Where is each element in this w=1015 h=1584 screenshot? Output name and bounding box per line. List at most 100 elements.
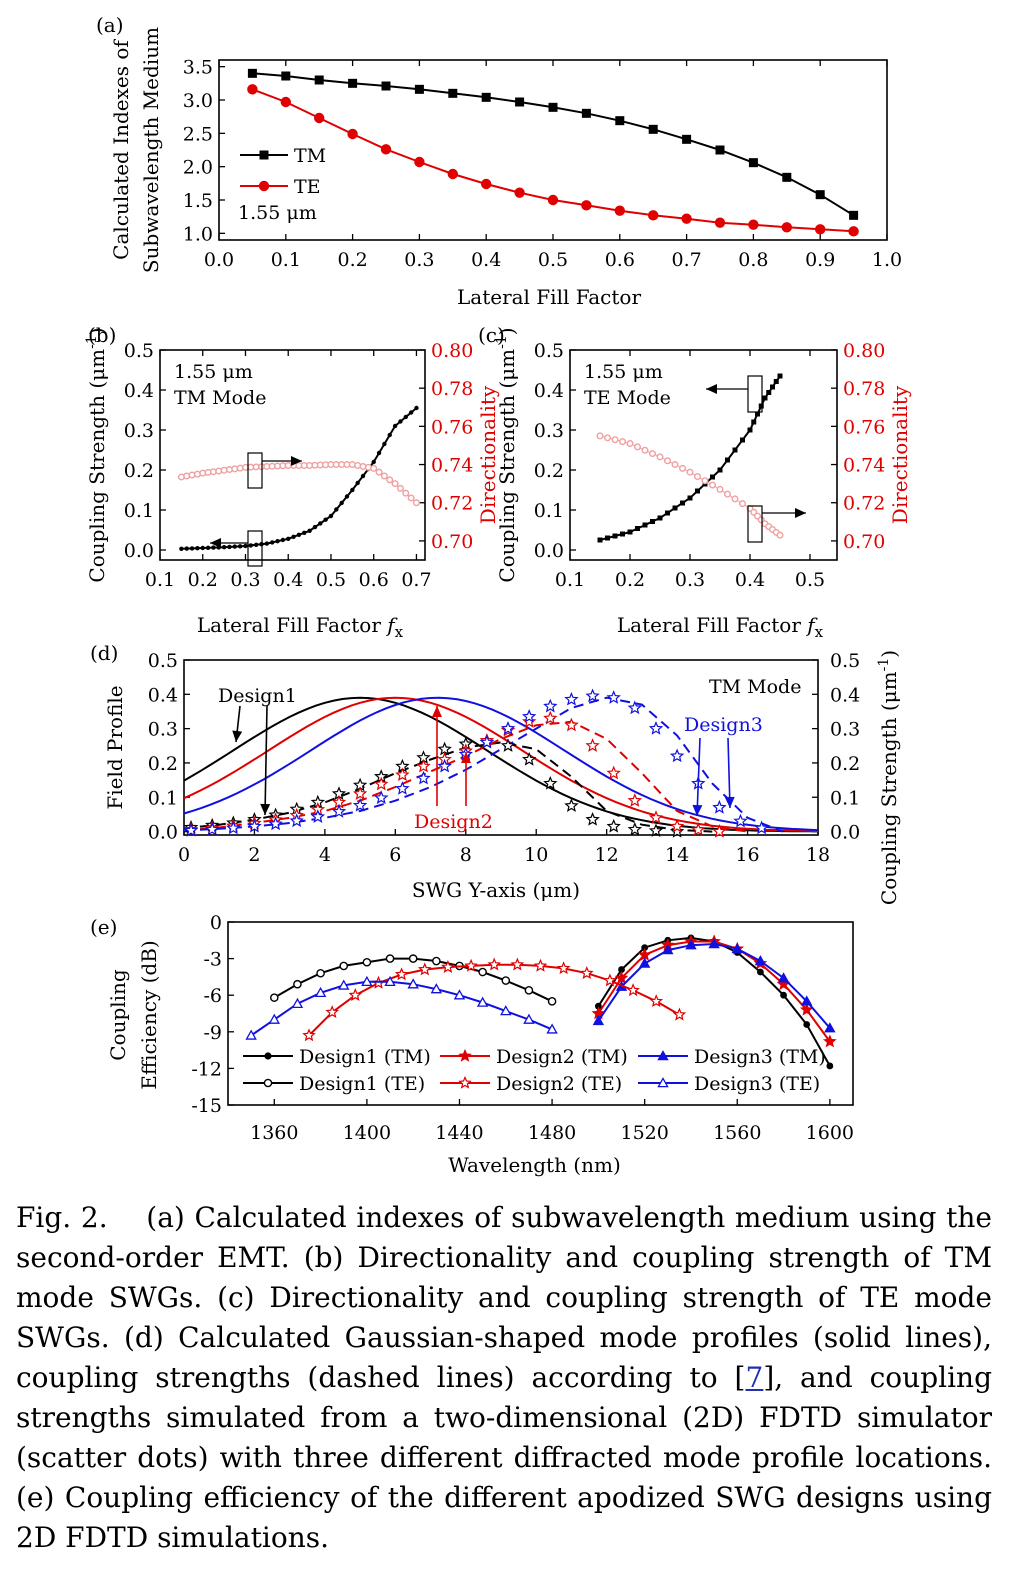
y-axis-title-text: Coupling Strength (μm — [495, 349, 519, 583]
series-TE — [247, 84, 859, 237]
data-point-right — [739, 500, 747, 508]
series-line-right — [599, 435, 781, 536]
data-point-left — [387, 432, 392, 438]
fdtd-data-point — [289, 813, 304, 828]
data-point-TE — [380, 144, 392, 155]
data-point-right — [776, 531, 784, 539]
data-point-right — [701, 477, 709, 485]
data-point-TE — [514, 187, 525, 198]
data-point — [302, 1028, 316, 1042]
fdtd-data-point — [606, 818, 621, 833]
fdtd-data-point — [690, 822, 706, 836]
data-point-left — [680, 500, 685, 506]
panel-a: (a) 0.0 0.1 0.2 0.3 0.4 0.5 0.6 0.7 0.8 0.9 1.0 1.0 1… — [96, 13, 902, 309]
x-axis-title-sub: x — [395, 623, 404, 641]
x-tick-label: 0.1 — [145, 569, 175, 591]
y-tick-label: 0.3 — [148, 719, 178, 741]
data-point — [546, 1023, 558, 1034]
x-tick-label: 16 — [735, 844, 759, 866]
panel-label: (b) — [88, 323, 116, 347]
data-point — [556, 961, 571, 975]
fdtd-data-point — [648, 823, 664, 837]
data-point-left — [612, 533, 618, 539]
arrow-head — [432, 706, 442, 717]
legend-label: TE — [294, 176, 321, 198]
data-point-left — [766, 390, 772, 395]
data-point — [618, 966, 625, 973]
fdtd-data-point — [522, 751, 537, 766]
data-point-TM — [815, 190, 825, 200]
axis-indicator-arrow — [706, 384, 748, 394]
data-point-TE — [547, 194, 559, 206]
data-point-left — [747, 427, 753, 433]
data-point-left — [414, 405, 419, 411]
design1-arrow-1 — [232, 705, 243, 743]
data-point-left — [770, 384, 775, 390]
data-point — [338, 979, 350, 990]
data-point — [464, 958, 478, 972]
data-point-left — [323, 517, 328, 522]
x-tick-label: 0.7 — [401, 569, 431, 591]
data-point-left — [211, 545, 216, 550]
data-point-TM — [748, 158, 758, 168]
data-point-left — [296, 532, 302, 537]
data-point-right — [188, 471, 196, 479]
legend-marker — [264, 1052, 272, 1060]
series-indicator-box — [747, 505, 763, 543]
data-point-left — [318, 521, 323, 526]
y-axis-title-line1: Coupling — [106, 969, 130, 1061]
fdtd-data-point — [310, 809, 326, 823]
panel-label-e: (e) — [90, 915, 117, 939]
data-point-TE — [781, 222, 792, 233]
data-point-TE — [681, 213, 692, 224]
y-axis-title-line1: Calculated Indexes of — [109, 39, 133, 260]
x-tick-label: 0.8 — [738, 249, 768, 271]
data-point-right — [664, 457, 672, 465]
data-point-left — [179, 546, 184, 551]
y-tick-label-right: 0.72 — [843, 493, 885, 515]
x-tick-label: 4 — [319, 844, 331, 866]
legend-label: Design1 (TE) — [299, 1073, 425, 1095]
fdtd-data-point — [500, 721, 516, 735]
arrow-head — [210, 538, 221, 548]
data-point — [394, 967, 409, 981]
caption-label: Fig. 2. — [16, 1201, 108, 1234]
fdtd-data-point — [627, 821, 643, 836]
data-point-right — [380, 472, 388, 480]
y-tick-label: 2.5 — [183, 123, 213, 145]
data-point — [348, 988, 363, 1001]
data-point-TE — [714, 217, 726, 228]
data-point-right — [375, 468, 383, 476]
fdtd-data-point — [585, 738, 600, 752]
fdtd-data-point — [522, 714, 537, 728]
data-point — [580, 966, 594, 980]
y-tick-label: 0.4 — [124, 380, 154, 402]
x-tick-label: 1480 — [528, 1122, 576, 1144]
caption-reference-link[interactable]: 7 — [745, 1361, 764, 1394]
annotation-mode: TM Mode — [709, 676, 801, 698]
data-point-left — [312, 524, 318, 530]
data-point — [314, 986, 327, 998]
y-tick-label: 0.4 — [534, 380, 564, 402]
fdtd-data-point — [437, 758, 452, 773]
data-point-right — [364, 463, 372, 471]
arrow-head — [724, 796, 735, 808]
data-point — [408, 954, 418, 963]
y-axis-title-text: Coupling Strength (μm — [85, 349, 109, 583]
y-tick-label: -12 — [191, 1058, 222, 1080]
data-point — [777, 972, 790, 983]
data-point — [430, 983, 443, 994]
y-tick-label-right: 0.3 — [830, 719, 860, 741]
data-point-left — [773, 379, 779, 384]
data-point-left — [650, 519, 655, 524]
data-point-TM — [682, 134, 692, 144]
annotation-design1: Design1 — [218, 685, 297, 707]
x-tick-label: 0.2 — [615, 569, 645, 591]
data-point-right — [671, 461, 679, 469]
data-point — [672, 1007, 687, 1021]
y-tick-label: 0.5 — [148, 650, 178, 672]
legend-label: Design2 (TM) — [496, 1046, 628, 1068]
fdtd-data-point — [585, 688, 600, 703]
data-point-left — [605, 535, 610, 541]
data-point-left — [280, 537, 286, 543]
